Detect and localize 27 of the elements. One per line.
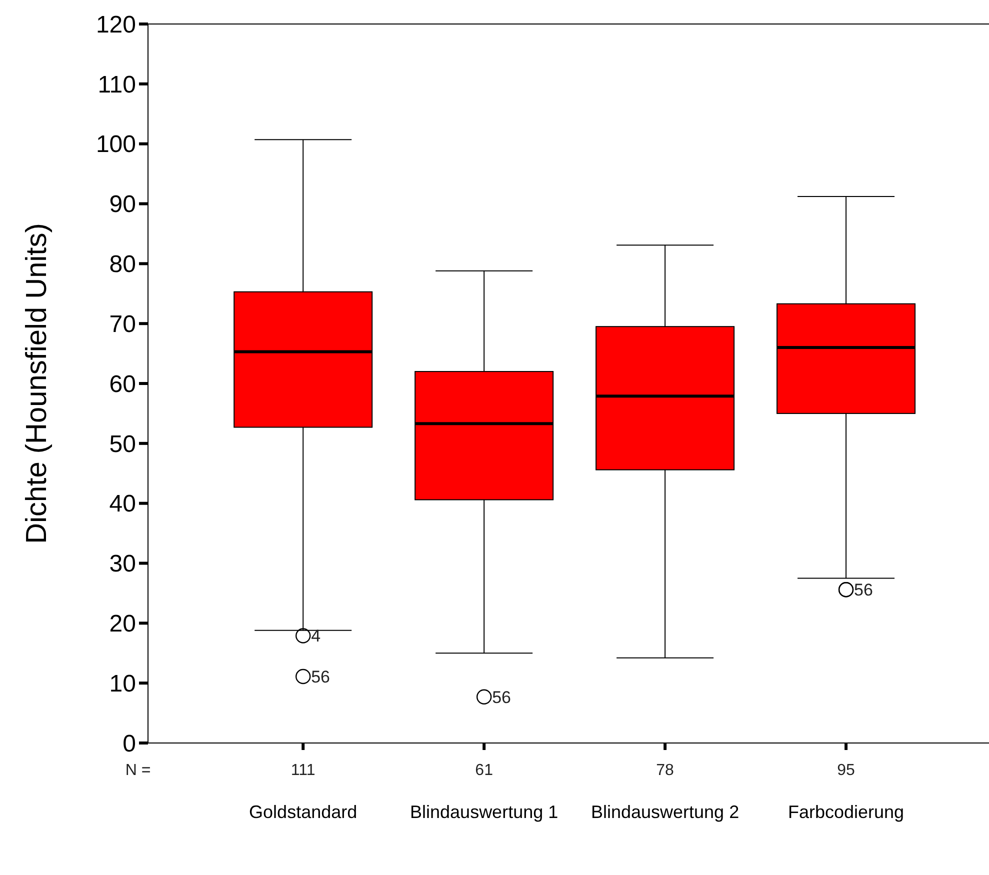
y-tick-label: 50 — [109, 430, 136, 458]
annotation: 78 — [656, 762, 674, 779]
y-tick-label: 10 — [109, 670, 136, 698]
x-tick-label: Blindauswertung 1 — [410, 802, 558, 822]
y-tick-label: 40 — [109, 490, 136, 518]
y-tick-label: 120 — [96, 11, 136, 38]
text: N = — [125, 762, 151, 779]
y-tick-label: 110 — [98, 71, 136, 98]
annotation: 56 — [311, 667, 330, 686]
y-tick-label: 20 — [109, 610, 136, 638]
x-tick-label: Goldstandard — [249, 802, 358, 822]
annotation: 4 — [311, 626, 321, 646]
y-tick-label: 70 — [109, 310, 136, 338]
y-axis-title: Dichte (Hounsfield Units) — [21, 223, 53, 544]
y-tick-label: 80 — [109, 251, 136, 278]
annotation: 61 — [475, 762, 494, 779]
annotation: 111 — [290, 762, 316, 779]
y-tick-label: 30 — [109, 550, 136, 578]
annotation: 56 — [854, 580, 873, 600]
y-tick-label: 60 — [109, 370, 136, 398]
x-tick-label: Blindauswertung 2 — [590, 802, 740, 822]
y-tick-label: 0 — [122, 730, 136, 758]
y-tick-label: 100 — [96, 131, 136, 158]
y-tick-label: 90 — [109, 191, 136, 218]
annotation: 95 — [837, 762, 856, 779]
x-tick-label: Farbcodierung — [788, 802, 904, 822]
annotation: 56 — [492, 688, 511, 707]
